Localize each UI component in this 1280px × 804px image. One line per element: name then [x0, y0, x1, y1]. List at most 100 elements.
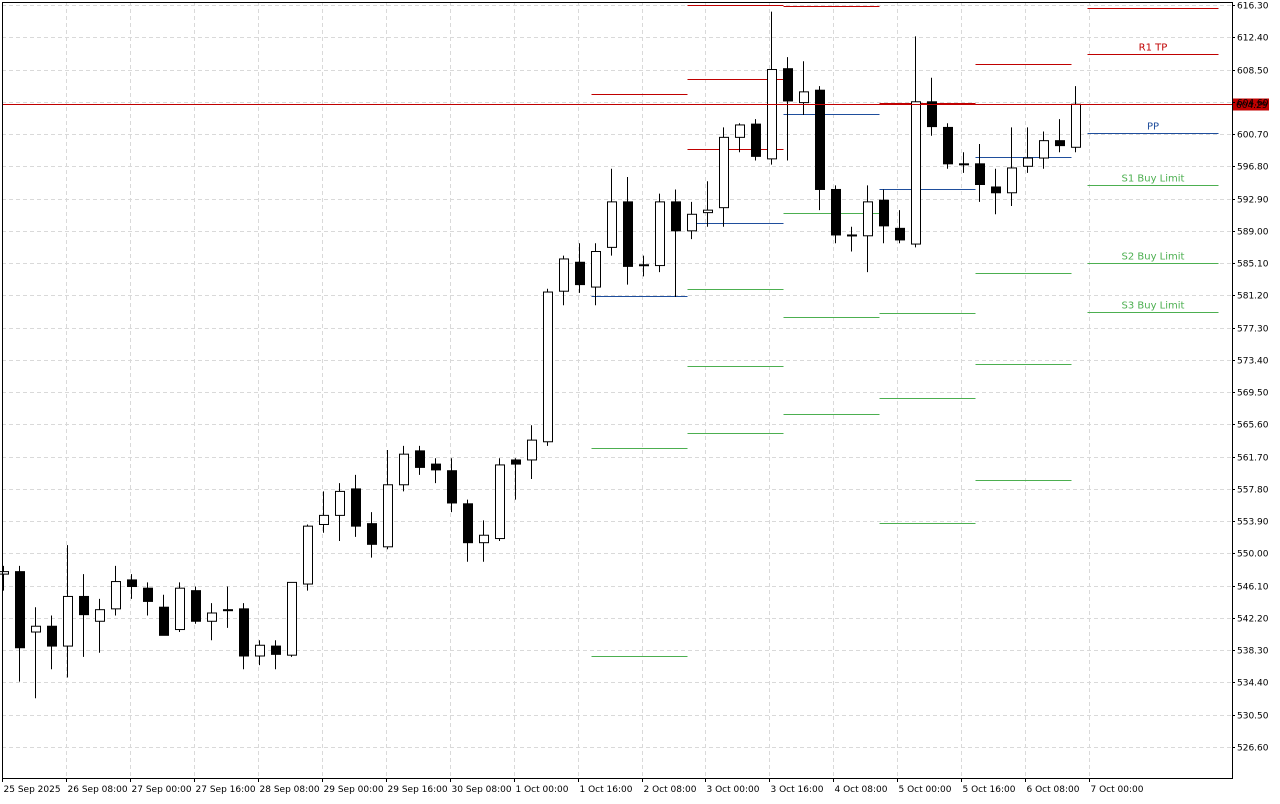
- price-tick-label: 596.80: [1237, 163, 1269, 173]
- candle-bear: [575, 261, 585, 286]
- time-tick-label: 26 Sep 08:00: [68, 785, 128, 795]
- candle-bull: [479, 534, 489, 544]
- current-levels: R1 TP PP S1 Buy Limit S2 Buy Limit S3 Buy Li…: [1087, 8, 1219, 313]
- candle-bull: [495, 464, 505, 540]
- candle-bull: [735, 124, 745, 138]
- time-tick-label: 29 Sep 00:00: [324, 785, 384, 795]
- candle-bull: [0, 571, 9, 575]
- candle-bear: [47, 625, 57, 647]
- time-tick-label: 3 Oct 16:00: [771, 785, 824, 795]
- time-tick-label: 30 Sep 08:00: [452, 785, 512, 795]
- candle-bear: [511, 459, 521, 465]
- price-tick-label: 600.70: [1237, 131, 1269, 141]
- candle-bull: [687, 213, 697, 232]
- candle-bull: [719, 136, 729, 209]
- price-tick-label: 534.40: [1237, 679, 1269, 689]
- price-tick-label: 585.10: [1237, 260, 1269, 270]
- candles: [0, 11, 1081, 699]
- price-tick-label: 612.40: [1237, 34, 1269, 44]
- time-tick-label: 7 Oct 00:00: [1091, 785, 1144, 795]
- candle-bear: [271, 645, 281, 655]
- candle-bear: [991, 186, 1001, 194]
- price-tick-label: 526.60: [1237, 744, 1269, 754]
- candle-bull: [799, 91, 809, 104]
- price-tick-label: 561.70: [1237, 454, 1269, 464]
- pivot-levels: [591, 5, 1072, 657]
- candle-bear: [927, 101, 937, 128]
- candle-bear: [143, 587, 153, 602]
- candle-bull: [95, 609, 105, 622]
- current-level-label: S3 Buy Limit: [1122, 301, 1185, 312]
- candle-bull: [1023, 157, 1033, 167]
- candle-bear: [463, 503, 473, 544]
- candle-bear: [79, 595, 89, 616]
- price-tick-label: 569.50: [1237, 389, 1269, 399]
- price-tick-label: 553.90: [1237, 518, 1269, 528]
- candle-bear: [15, 571, 25, 649]
- candle-bear: [975, 163, 985, 186]
- candle-bear: [431, 463, 441, 471]
- price-tick-label: 581.20: [1237, 292, 1269, 302]
- candle-bear: [639, 264, 649, 267]
- candle-bull: [1007, 167, 1017, 194]
- candle-bear: [415, 450, 425, 468]
- candle-bull: [863, 201, 873, 237]
- current-price-badge: [1233, 98, 1269, 111]
- candle-bull: [399, 453, 409, 486]
- current-level-label: S1 Buy Limit: [1122, 174, 1185, 185]
- price-tick-label: 546.10: [1237, 583, 1269, 593]
- candle-bull: [591, 251, 601, 288]
- price-tick-label: 538.30: [1237, 647, 1269, 657]
- candle-bull: [1071, 103, 1081, 148]
- time-tick-label: 4 Oct 08:00: [835, 785, 888, 795]
- time-tick-label: 28 Sep 08:00: [260, 785, 320, 795]
- price-axis: 616.30 612.40 608.50 604.60 600.70 596.80 592.…: [1232, 2, 1269, 754]
- candle-bull: [607, 201, 617, 248]
- candle-bull: [175, 587, 185, 631]
- time-tick-label: 27 Sep 00:00: [132, 785, 192, 795]
- candle-bear: [1055, 140, 1065, 147]
- price-tick-label: 616.30: [1237, 2, 1269, 12]
- price-tick-label: 565.60: [1237, 421, 1269, 431]
- candle-bear: [623, 201, 633, 267]
- price-tick-label: 557.80: [1237, 486, 1269, 496]
- candle-bull: [383, 484, 393, 548]
- candle-bull: [1039, 140, 1049, 159]
- price-tick-label: 550.00: [1237, 550, 1269, 560]
- time-tick-label: 6 Oct 08:00: [1027, 785, 1080, 795]
- candle-bear: [783, 68, 793, 102]
- price-tick-label: 573.40: [1237, 357, 1269, 367]
- candle-bull: [207, 612, 217, 622]
- time-tick-label: 27 Sep 16:00: [196, 785, 256, 795]
- time-tick-label: 5 Oct 00:00: [899, 785, 952, 795]
- candle-bull: [111, 581, 121, 610]
- candle-bull: [335, 490, 345, 516]
- candle-bull: [911, 101, 921, 245]
- candle-bull: [63, 595, 73, 647]
- candle-bear: [351, 488, 361, 527]
- candle-bull: [767, 69, 777, 160]
- candle-bear: [895, 227, 905, 241]
- plot-frame: [2, 2, 1233, 779]
- candle-bear: [815, 89, 825, 190]
- price-tick-label: 589.00: [1237, 228, 1269, 238]
- plot-border: [2, 2, 1233, 779]
- candle-bear: [847, 234, 857, 237]
- price-tick-label: 592.90: [1237, 196, 1269, 206]
- price-tick-label: 530.50: [1237, 712, 1269, 722]
- candle-bull: [543, 291, 553, 443]
- time-axis: 25 Sep 2025 26 Sep 08:00 27 Sep 00:00 27 Se…: [2, 778, 1144, 795]
- candle-bull: [655, 201, 665, 267]
- current-level-label: PP: [1147, 122, 1159, 133]
- candle-bull: [703, 209, 713, 214]
- candle-bull: [223, 609, 233, 612]
- candle-bear: [671, 201, 681, 232]
- candle-bear: [831, 188, 841, 236]
- current-price-line: 604.29: [2, 98, 1269, 111]
- candle-bull: [319, 514, 329, 525]
- price-tick-label: 608.50: [1237, 67, 1269, 77]
- time-tick-label: 29 Sep 16:00: [388, 785, 448, 795]
- candle-bear: [367, 523, 377, 545]
